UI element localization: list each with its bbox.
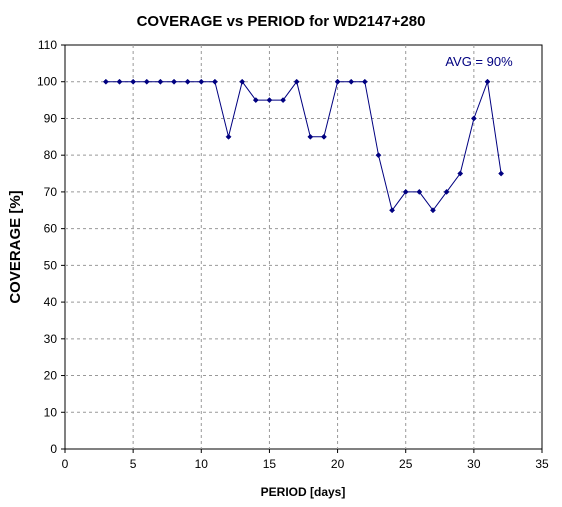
y-tick-label: 60 bbox=[44, 222, 58, 236]
x-tick-label: 30 bbox=[467, 457, 481, 471]
data-point bbox=[348, 78, 355, 85]
data-point bbox=[225, 133, 232, 140]
data-point bbox=[361, 78, 368, 85]
y-tick-label: 20 bbox=[44, 369, 58, 383]
y-tick-label: 80 bbox=[44, 148, 58, 162]
data-point bbox=[307, 133, 314, 140]
y-tick-label: 10 bbox=[44, 405, 58, 419]
y-tick-label: 40 bbox=[44, 295, 58, 309]
y-axis-label: COVERAGE [%] bbox=[7, 190, 24, 303]
data-point bbox=[184, 78, 191, 85]
x-tick-label: 10 bbox=[195, 457, 209, 471]
data-point bbox=[293, 78, 300, 85]
y-tick-label: 70 bbox=[44, 185, 58, 199]
x-tick-label: 35 bbox=[535, 457, 549, 471]
x-tick-label: 0 bbox=[62, 457, 69, 471]
data-point bbox=[102, 78, 109, 85]
data-point bbox=[266, 97, 273, 104]
data-point bbox=[375, 152, 382, 159]
x-tick-label: 20 bbox=[331, 457, 345, 471]
data-point bbox=[157, 78, 164, 85]
data-point bbox=[252, 97, 259, 104]
data-point bbox=[389, 207, 396, 214]
data-point bbox=[457, 170, 464, 177]
data-point bbox=[484, 78, 491, 85]
y-tick-label: 0 bbox=[50, 442, 57, 456]
y-tick-label: 50 bbox=[44, 258, 58, 272]
y-tick-label: 90 bbox=[44, 111, 58, 125]
data-point bbox=[320, 133, 327, 140]
x-tick-label: 5 bbox=[130, 457, 137, 471]
data-point bbox=[280, 97, 287, 104]
x-tick-label: 15 bbox=[263, 457, 277, 471]
data-point bbox=[470, 115, 477, 122]
y-tick-label: 100 bbox=[37, 75, 57, 89]
data-point bbox=[334, 78, 341, 85]
data-series bbox=[102, 78, 505, 214]
data-point bbox=[239, 78, 246, 85]
data-point bbox=[130, 78, 137, 85]
data-point bbox=[402, 188, 409, 195]
plot-area bbox=[64, 44, 543, 450]
data-point bbox=[211, 78, 218, 85]
axes bbox=[61, 44, 543, 453]
data-point bbox=[116, 78, 123, 85]
data-point bbox=[430, 207, 436, 214]
chart-title: COVERAGE vs PERIOD for WD2147+280 bbox=[137, 13, 426, 30]
data-point bbox=[498, 170, 505, 177]
data-point bbox=[416, 188, 423, 195]
data-point bbox=[443, 188, 450, 195]
average-annotation: AVG = 90% bbox=[445, 54, 513, 69]
x-tick-label: 25 bbox=[399, 457, 413, 471]
tick-labels: 0 10 20 30 40 50 60 70 80 90 100 110 0 5 10 15 20 25 30 35 bbox=[37, 38, 549, 471]
data-point bbox=[171, 78, 177, 85]
y-tick-label: 30 bbox=[44, 332, 58, 346]
data-point bbox=[143, 78, 150, 85]
data-point bbox=[198, 78, 205, 85]
x-axis-label: PERIOD [days] bbox=[261, 485, 346, 499]
y-tick-label: 110 bbox=[38, 38, 57, 52]
